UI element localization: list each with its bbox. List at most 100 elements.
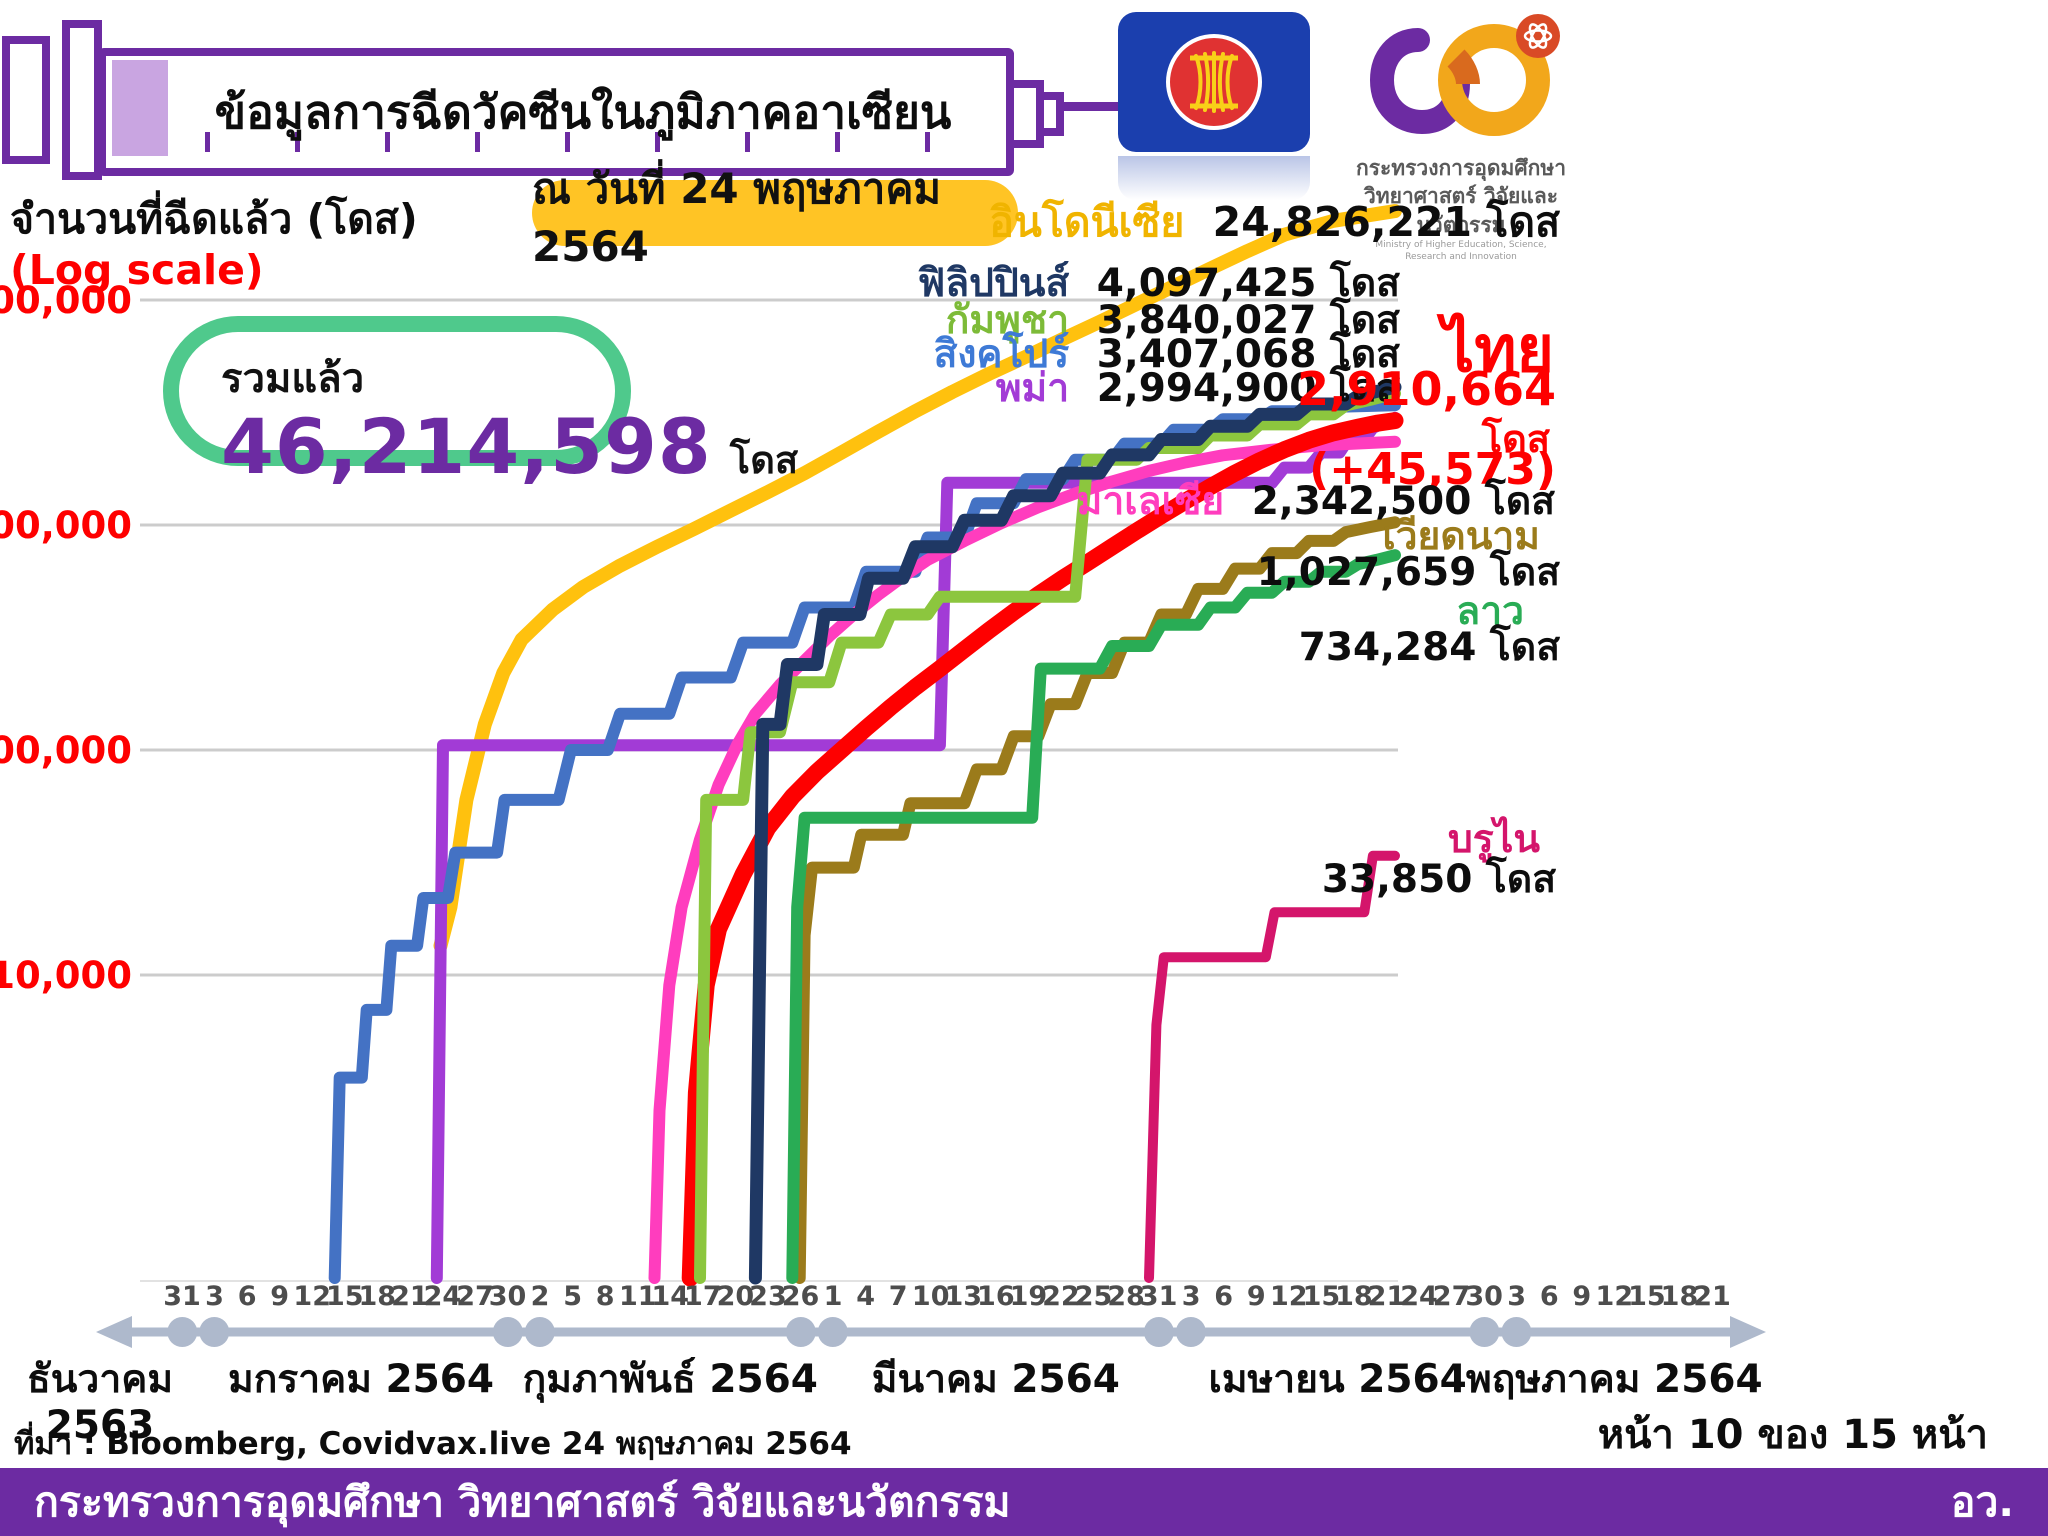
x-tick-label: 30 <box>1465 1281 1503 1312</box>
x-tick-label: 3 <box>1182 1281 1201 1312</box>
x-tick-label: 16 <box>977 1281 1015 1312</box>
page-title: ข้อมูลการฉีดวัคซีนในภูมิภาคอาเซียน <box>214 85 952 139</box>
mhesi-ministry-english: Ministry of Higher Education, Science, R… <box>1375 240 1547 263</box>
x-tick-label: 15 <box>1628 1281 1666 1312</box>
x-tick-label: 14 <box>652 1281 690 1312</box>
legend-malaysia-value: 2,342,500 โดส <box>1251 479 1555 524</box>
syringe-needle <box>1056 102 1118 111</box>
x-tick-label: 12 <box>1270 1281 1308 1312</box>
asean-emblem-icon <box>1166 34 1262 130</box>
timeline-node <box>1143 1317 1174 1347</box>
x-tick-label: 6 <box>1540 1281 1559 1312</box>
timeline-node <box>524 1317 555 1347</box>
x-tick-label: 4 <box>856 1281 875 1312</box>
x-tick-label: 18 <box>1661 1281 1699 1312</box>
legend-malaysia-name: มาเลเซีย <box>1076 479 1225 524</box>
source-note: ที่มา : Bloomberg, Covidvax.live 24 พฤษภ… <box>14 1426 852 1462</box>
x-tick-label: 9 <box>1572 1281 1591 1312</box>
x-tick-label: 19 <box>1010 1281 1048 1312</box>
x-tick-label: 1 <box>824 1281 843 1312</box>
x-tick-label: 15 <box>1303 1281 1341 1312</box>
syringe-nozzle-tip <box>1036 92 1064 136</box>
legend-singapore: สิงคโปร์ 3,407,068 โดส <box>934 323 1400 385</box>
series-line-philippines <box>748 380 1402 1285</box>
syringe-plunger-rod <box>62 20 102 180</box>
month-label: กุมภาพันธ์ 2564 <box>523 1356 818 1403</box>
legend-thailand-name: ไทย <box>1442 313 1554 387</box>
legend-cambodia-name: กัมพูชา <box>945 298 1070 343</box>
legend-cambodia: กัมพูชา 3,840,027 โดส <box>946 289 1400 351</box>
x-tick-label: 7 <box>889 1281 908 1312</box>
x-tick-label: 22 <box>1042 1281 1080 1312</box>
legend-cambodia-value: 3,840,027 โดส <box>1096 298 1400 343</box>
legend-indonesia: อินโดนีเซีย 24,826,221 โดส <box>989 190 1560 255</box>
timeline-node <box>1501 1317 1532 1347</box>
x-tick-label: 27 <box>456 1281 494 1312</box>
x-tick-label: 24 <box>424 1281 462 1312</box>
series-line-laos <box>786 549 1401 1284</box>
x-tick-label: 13 <box>944 1281 982 1312</box>
legend-brunei-value: 33,850 โดส <box>1321 857 1556 902</box>
timeline-node <box>167 1317 198 1347</box>
legend-indonesia-value: 24,826,221 โดส <box>1212 198 1560 246</box>
legend-thailand-value: 2,910,664 <box>1297 362 1556 416</box>
legend-brunei-name: บรูไน <box>1448 817 1540 862</box>
footer-ministry: กระทรวงการอุดมศึกษา วิทยาศาสตร์ วิจัยและ… <box>34 1477 1011 1526</box>
legend-philippines-name: ฟิลิปปินส์ <box>917 261 1070 306</box>
x-tick-label: 28 <box>1107 1281 1145 1312</box>
x-tick-label: 18 <box>359 1281 397 1312</box>
legend-singapore-name: สิงคโปร์ <box>933 332 1070 377</box>
total-doses-card: รวมแล้ว 46,214,598 โดส <box>163 316 798 491</box>
y-axis-title: จำนวนที่ฉีดแล้ว (โดส) <box>10 195 418 243</box>
legend-philippines-value: 4,097,425 โดส <box>1096 261 1400 306</box>
timeline-node <box>492 1317 523 1347</box>
series-line-brunei <box>1144 850 1400 1283</box>
timeline-node <box>199 1317 230 1347</box>
footer-bar: กระทรวงการอุดมศึกษา วิทยาศาสตร์ วิจัยและ… <box>0 1468 2048 1536</box>
y-axis-log-note: (Log scale) <box>10 246 264 294</box>
x-tick-label: 12 <box>1596 1281 1634 1312</box>
mhesi-logo: กระทรวงการอุดมศึกษา วิทยาศาสตร์ วิจัยและ… <box>1356 10 1566 262</box>
legend-myanmar: พม่า 2,994,900 โดส <box>996 357 1400 419</box>
x-tick-label: 24 <box>1400 1281 1438 1312</box>
timeline-arrow-left <box>96 1316 132 1348</box>
x-tick-label: 15 <box>326 1281 364 1312</box>
month-label: มกราคม 2564 <box>228 1357 494 1402</box>
x-tick-label: 21 <box>1693 1281 1731 1312</box>
x-tick-label: 21 <box>1368 1281 1406 1312</box>
legend-philippines: ฟิลิปปินส์ 4,097,425 โดส <box>918 252 1400 314</box>
x-tick-label: 18 <box>1335 1281 1373 1312</box>
x-tick-label: 26 <box>782 1281 820 1312</box>
series-line-indonesia <box>433 204 1402 953</box>
total-unit: โดส <box>729 438 799 482</box>
legend-singapore-value: 3,407,068 โดส <box>1096 332 1400 377</box>
x-tick-label: 9 <box>1247 1281 1266 1312</box>
legend-indonesia-name: อินโดนีเซีย <box>989 198 1185 246</box>
month-label: มีนาคม 2564 <box>872 1357 1120 1402</box>
mhesi-ministry-thai-2: วิทยาศาสตร์ วิจัยและนวัตกรรม <box>1364 184 1558 237</box>
series-line-vietnam <box>793 516 1401 1284</box>
legend-myanmar-name: พม่า <box>995 366 1070 411</box>
as-of-date-badge: ณ วันที่ 24 พฤษภาคม 2564 <box>532 164 1018 271</box>
asean-flag <box>1118 12 1310 152</box>
x-tick-label: 20 <box>717 1281 755 1312</box>
legend-vietnam-name: เวียดนาม <box>1382 514 1540 559</box>
asean-flag-reflection <box>1118 156 1310 200</box>
y-tick-label: 10,000 <box>0 954 132 997</box>
footer-abbr: อว. <box>1950 1477 2014 1526</box>
month-label: เมษายน 2564 <box>1208 1357 1466 1402</box>
as-of-date-text: ณ วันที่ 24 พฤษภาคม 2564 <box>532 163 942 271</box>
x-tick-label: 10 <box>912 1281 950 1312</box>
x-tick-label: 6 <box>1214 1281 1233 1312</box>
x-tick-label: 8 <box>596 1281 615 1312</box>
timeline-arrow-right <box>1730 1316 1766 1348</box>
x-tick-label: 6 <box>238 1281 257 1312</box>
y-tick-label: 100,000 <box>0 729 132 772</box>
legend-thailand-delta: (+45,573) <box>1309 444 1556 495</box>
x-tick-label: 27 <box>1433 1281 1471 1312</box>
legend-vietnam-value: 1,027,659 โดส <box>1256 550 1560 595</box>
x-tick-label: 17 <box>684 1281 722 1312</box>
page-number: หน้า 10 ของ 15 หน้า <box>1597 1412 1988 1458</box>
